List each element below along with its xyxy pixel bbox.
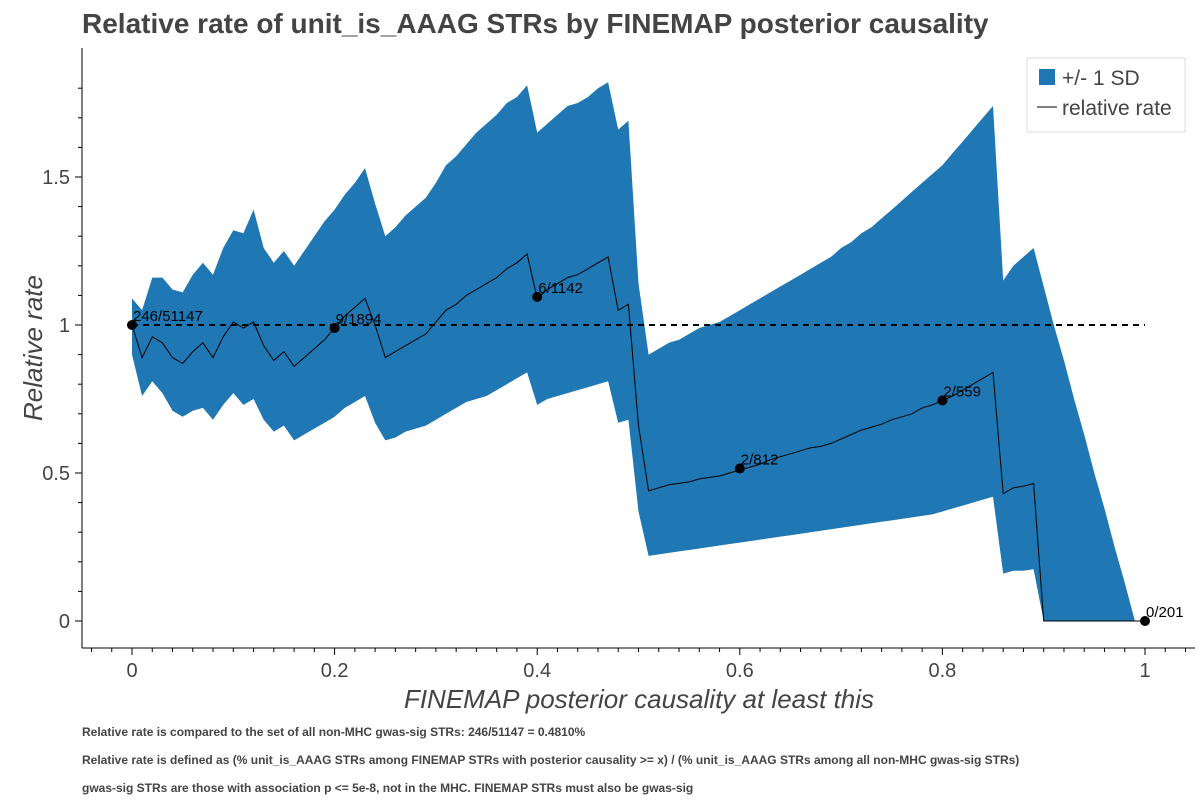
data-point-5 — [1140, 616, 1150, 626]
footnote-3: gwas-sig STRs are those with association… — [82, 781, 693, 795]
data-point-4 — [937, 395, 948, 406]
y-tick-label-2: 1 — [59, 315, 70, 337]
footnote-1: Relative rate is compared to the set of … — [82, 725, 586, 739]
data-point-2 — [532, 291, 543, 302]
data-point-label-5: 0/201 — [1146, 604, 1184, 621]
chart-title: Relative rate of unit_is_AAAG STRs by FI… — [82, 8, 989, 39]
x-tick-label-1: 0.2 — [321, 660, 349, 682]
data-point-label-1: 9/1894 — [336, 311, 382, 328]
x-tick-label-0: 0 — [126, 660, 137, 682]
legend: +/- 1 SD relative rate — [1026, 57, 1186, 133]
data-point-0 — [127, 320, 137, 330]
sd-band — [132, 82, 1145, 622]
data-point-label-0: 246/51147 — [133, 308, 203, 325]
x-tick-label-4: 0.8 — [928, 660, 956, 682]
x-tick-label-5: 1 — [1139, 660, 1150, 682]
plot-area: 246/51147 9/1894 6/1142 2/812 2/559 0/201 0 0.2… — [42, 48, 1195, 682]
y-tick-label-3: 1.5 — [42, 167, 70, 189]
data-point-label-3: 2/812 — [741, 452, 779, 469]
x-axis-label: FINEMAP posterior causality at least thi… — [404, 684, 874, 714]
data-point-1 — [329, 322, 340, 333]
data-point-label-2: 6/1142 — [538, 280, 583, 297]
x-tick-label-2: 0.4 — [523, 660, 551, 682]
x-tick-label-3: 0.6 — [726, 660, 754, 682]
legend-band-label: +/- 1 SD — [1062, 67, 1140, 90]
legend-band-swatch — [1039, 69, 1055, 85]
data-point-3 — [734, 463, 745, 474]
footnote-2: Relative rate is defined as (% unit_is_A… — [82, 753, 1019, 767]
y-axis-label: Relative rate — [18, 275, 48, 421]
legend-line-label: relative rate — [1062, 97, 1172, 120]
data-point-label-4: 2/559 — [943, 383, 981, 400]
y-tick-label-1: 0.5 — [42, 463, 70, 485]
y-tick-label-0: 0 — [59, 611, 70, 633]
relative-rate-line — [131, 253, 1145, 622]
